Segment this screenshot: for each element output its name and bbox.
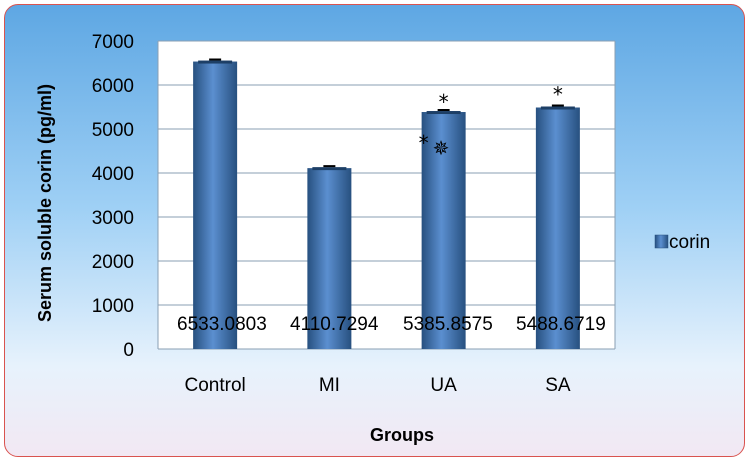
legend-label: corin [669, 232, 710, 253]
y-tick-label: 7000 [92, 32, 134, 53]
bar-cap [198, 60, 233, 64]
bar [421, 112, 466, 349]
y-tick-label: 6000 [92, 76, 134, 97]
bar-cap [312, 167, 347, 171]
bar [193, 61, 238, 350]
annotations: ** ✵* [419, 82, 563, 160]
y-tick-label: 5000 [92, 120, 134, 141]
significance-star: * [439, 90, 449, 114]
significance-asterism: ✵ [433, 136, 450, 160]
legend: corin [654, 232, 710, 253]
chart: 0 1000 2000 3000 4000 5000 6000 7000 Control MI U… [35, 32, 710, 445]
data-label: 5488.6719 [516, 314, 606, 335]
y-tick-label: 1000 [92, 296, 134, 317]
x-tick-label: Control [185, 375, 246, 396]
data-label: 6533.0803 [177, 314, 267, 335]
bar-cap [426, 111, 461, 115]
chart-frame: 0 1000 2000 3000 4000 5000 6000 7000 Control MI U… [4, 4, 745, 457]
legend-swatch [654, 234, 669, 249]
x-tick-label: UA [430, 375, 457, 396]
y-axis-title: Serum soluble corin (pg/ml) [35, 84, 55, 322]
x-tick-label: MI [319, 375, 340, 396]
significance-star: * [419, 131, 429, 155]
bar [535, 107, 580, 349]
y-tick-label: 2000 [92, 252, 134, 273]
bar-cap [540, 106, 575, 110]
y-tick-label: 0 [123, 340, 134, 361]
x-axis-ticks: Control MI UA SA [185, 375, 571, 396]
significance-star: * [553, 82, 563, 106]
y-tick-label: 3000 [92, 208, 134, 229]
bar [307, 168, 352, 349]
bars [193, 58, 580, 350]
x-tick-label: SA [545, 375, 571, 396]
data-label: 4110.7294 [290, 314, 379, 335]
data-label: 5385.8575 [403, 314, 493, 335]
data-labels: 6533.0803 4110.7294 5385.8575 5488.6719 [177, 314, 606, 335]
x-axis-title: Groups [370, 425, 434, 445]
y-axis-ticks: 0 1000 2000 3000 4000 5000 6000 7000 [92, 32, 134, 361]
y-tick-label: 4000 [92, 164, 134, 185]
